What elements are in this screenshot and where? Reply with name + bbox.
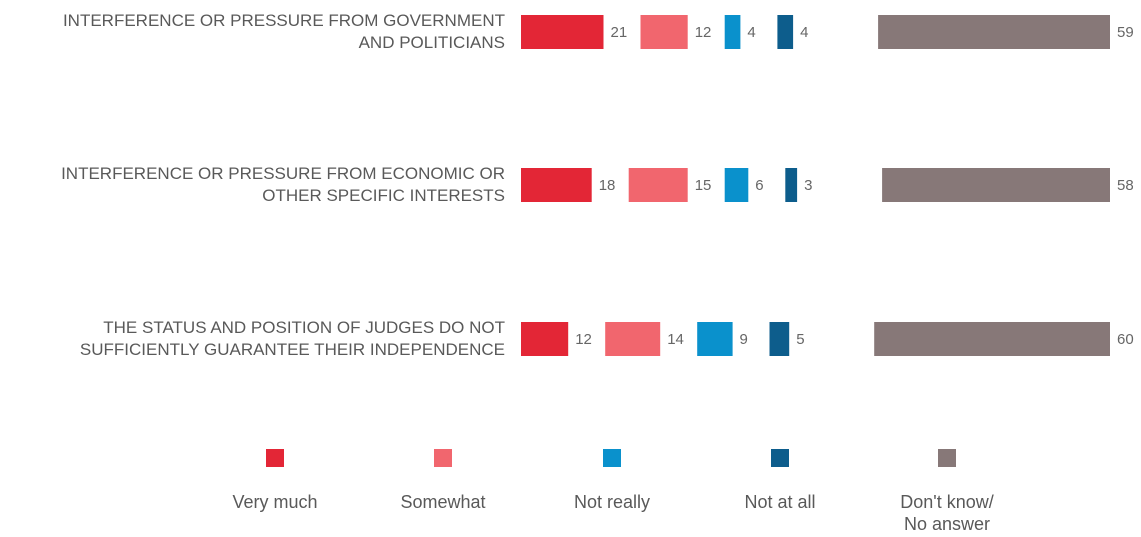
legend-swatch bbox=[434, 449, 452, 467]
category-label: INTERFERENCE OR PRESSURE FROM GOVERNMENT… bbox=[63, 11, 505, 52]
legend-label-line: Not at all bbox=[744, 492, 815, 512]
value-label: 14 bbox=[667, 331, 684, 348]
legend-label: Very much bbox=[232, 492, 317, 512]
value-label: 4 bbox=[747, 24, 755, 41]
legend-label-line: No answer bbox=[904, 514, 990, 534]
legend-label-line: Don't know/ bbox=[900, 492, 993, 512]
bar bbox=[785, 168, 798, 202]
value-label: 60 bbox=[1117, 331, 1134, 348]
category-label-line: INTERFERENCE OR PRESSURE FROM ECONOMIC O… bbox=[61, 164, 505, 183]
category-label: INTERFERENCE OR PRESSURE FROM ECONOMIC O… bbox=[61, 164, 505, 205]
bar bbox=[724, 168, 749, 202]
value-label: 18 bbox=[599, 177, 616, 194]
bar bbox=[521, 15, 604, 49]
bar bbox=[874, 322, 1110, 356]
bar bbox=[605, 322, 661, 356]
category-labels: INTERFERENCE OR PRESSURE FROM GOVERNMENT… bbox=[61, 11, 505, 359]
bar bbox=[640, 15, 688, 49]
category-label-line: OTHER SPECIFIC INTERESTS bbox=[262, 186, 505, 205]
bar bbox=[724, 15, 741, 49]
category-label-line: THE STATUS AND POSITION OF JUDGES DO NOT bbox=[103, 318, 505, 337]
legend-label-line: Very much bbox=[232, 492, 317, 512]
legend-label: Don't know/No answer bbox=[900, 492, 993, 534]
value-label: 4 bbox=[800, 24, 808, 41]
legend-swatch bbox=[603, 449, 621, 467]
bar bbox=[777, 15, 794, 49]
legend-swatch bbox=[771, 449, 789, 467]
legend-swatch bbox=[938, 449, 956, 467]
bar bbox=[521, 322, 569, 356]
value-label: 59 bbox=[1117, 24, 1134, 41]
legend: Very much Somewhat Not really Not at all Don… bbox=[232, 449, 994, 534]
value-label: 12 bbox=[575, 331, 592, 348]
bar bbox=[882, 168, 1110, 202]
bar bbox=[521, 168, 592, 202]
legend-swatch bbox=[266, 449, 284, 467]
value-label: 5 bbox=[796, 331, 804, 348]
value-labels: 21 12 4 4 59 18 15 6 3 58 12 14 9 5 60 bbox=[575, 24, 1133, 348]
category-label: THE STATUS AND POSITION OF JUDGES DO NOT… bbox=[80, 318, 505, 359]
legend-label-line: Somewhat bbox=[400, 492, 485, 512]
value-label: 15 bbox=[695, 177, 712, 194]
category-label-line: SUFFICIENTLY GUARANTEE THEIR INDEPENDENC… bbox=[80, 340, 505, 359]
bar bbox=[697, 322, 733, 356]
legend-label-line: Not really bbox=[574, 492, 650, 512]
category-label-line: INTERFERENCE OR PRESSURE FROM GOVERNMENT bbox=[63, 11, 505, 30]
category-label-line: AND POLITICIANS bbox=[359, 33, 505, 52]
value-label: 12 bbox=[695, 24, 712, 41]
value-label: 9 bbox=[740, 331, 748, 348]
legend-label: Not really bbox=[574, 492, 650, 512]
value-label: 6 bbox=[755, 177, 763, 194]
value-label: 21 bbox=[611, 24, 628, 41]
bar bbox=[628, 168, 688, 202]
value-label: 58 bbox=[1117, 177, 1134, 194]
bar bbox=[769, 322, 790, 356]
bar bbox=[878, 15, 1110, 49]
legend-label: Somewhat bbox=[400, 492, 485, 512]
bars bbox=[521, 15, 1110, 356]
value-label: 3 bbox=[804, 177, 812, 194]
legend-label: Not at all bbox=[744, 492, 815, 512]
